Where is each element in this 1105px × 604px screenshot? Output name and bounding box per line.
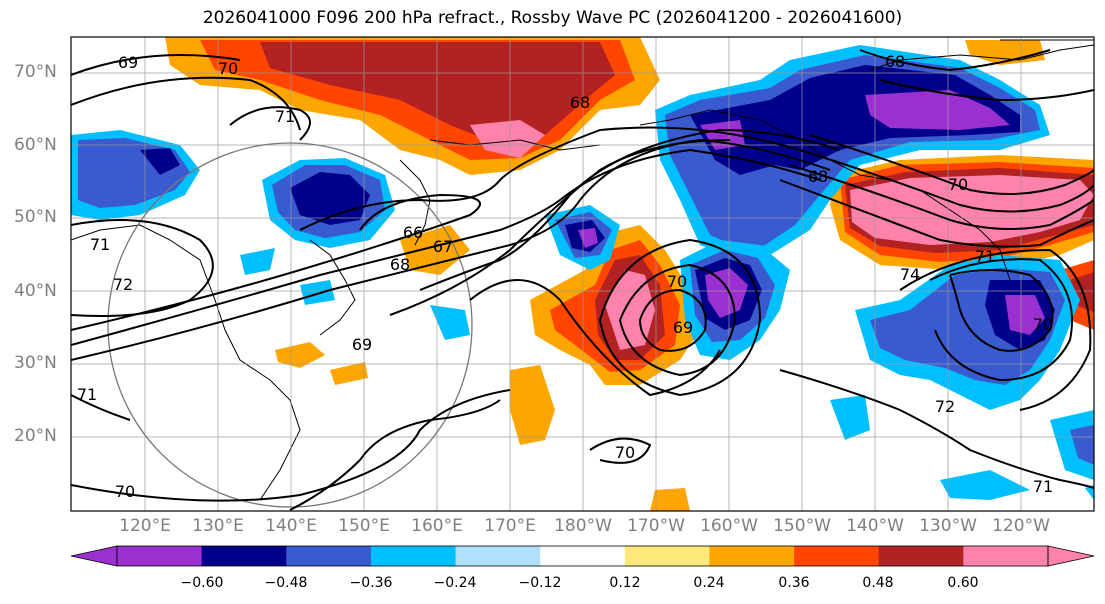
contour-label: 69 <box>673 318 693 337</box>
contour-label: 69 <box>118 53 138 72</box>
lon-label: 180°W <box>554 516 612 536</box>
contour-label: 72 <box>113 275 133 294</box>
lat-label: 50°N <box>14 207 57 227</box>
refractivity-contours <box>71 49 1094 511</box>
contour-label: 70 <box>667 272 687 291</box>
lon-label: 130°W <box>919 516 977 536</box>
contour-label: 71 <box>275 107 295 126</box>
lon-label: 160°W <box>700 516 758 536</box>
colorbar-tick-label: 0.36 <box>778 575 810 591</box>
contour-labels: 69 70 71 68 68 66 67 68 71 72 69 70 69 7… <box>77 52 1053 501</box>
contour-label: 68 <box>885 52 905 71</box>
colorbar-segment <box>540 546 626 566</box>
colorbar-tick-label: 0.12 <box>609 575 641 591</box>
lon-label: 140°E <box>265 516 317 536</box>
colorbar-segment <box>201 546 287 566</box>
colorbar-tick-label: −0.36 <box>349 575 393 591</box>
contour-label: 68 <box>570 93 590 112</box>
lon-label: 130°E <box>192 516 244 536</box>
positive-anomaly-fills <box>165 37 1094 511</box>
colorbar-segment <box>286 546 372 566</box>
range-circle <box>107 142 473 508</box>
contour-label: 70 <box>615 443 635 462</box>
lon-label: 120°W <box>992 516 1050 536</box>
colorbar-tick-label: 0.60 <box>947 575 979 591</box>
contour-label: 72 <box>935 397 955 416</box>
lon-label: 170°E <box>484 516 536 536</box>
colorbar-segment <box>878 546 964 566</box>
map-panel: 69 70 71 68 68 66 67 68 71 72 69 70 69 7… <box>71 37 1094 511</box>
map-frame <box>70 36 1095 512</box>
contour-label: 70 <box>115 482 135 501</box>
colorbar-tick-label: 0.48 <box>862 575 894 591</box>
lon-label: 160°E <box>411 516 463 536</box>
lat-label: 70°N <box>14 62 57 82</box>
contour-label: 71 <box>1033 477 1053 496</box>
contour-label: 68 <box>808 167 828 186</box>
lon-label: 120°E <box>119 516 171 536</box>
contour-label: 68 <box>390 255 410 274</box>
contour-label: 70 <box>948 175 968 194</box>
colorbar-segment <box>709 546 795 566</box>
gridlines <box>71 37 1094 511</box>
contour-label: 71 <box>77 385 97 404</box>
lon-label: 150°E <box>338 516 390 536</box>
colorbar-tick-label: −0.48 <box>264 575 308 591</box>
colorbar-segment <box>117 546 203 566</box>
contour-label: 67 <box>433 237 453 256</box>
contour-label: 70 <box>1033 315 1053 334</box>
lon-label: 140°W <box>846 516 904 536</box>
contour-label: 71 <box>90 235 110 254</box>
colorbar-frame <box>116 545 1049 567</box>
colorbar-segment <box>370 546 457 566</box>
colorbar-tick-label: −0.60 <box>180 575 224 591</box>
colorbar-segment <box>455 546 541 566</box>
lon-label: 150°W <box>773 516 831 536</box>
lat-label: 40°N <box>14 281 57 301</box>
contour-label: 74 <box>900 265 920 284</box>
contour-label: 66 <box>403 223 423 242</box>
colorbar-tick-label: −0.12 <box>518 575 562 591</box>
colorbar-extend-max <box>1047 545 1095 567</box>
figure-title: 2026041000 F096 200 hPa refract., Rossby… <box>202 8 903 28</box>
lat-label: 30°N <box>14 353 57 373</box>
contour-label: 71 <box>975 247 995 266</box>
colorbar-extend-min <box>70 545 118 567</box>
colorbar-tick-label: −0.24 <box>433 575 477 591</box>
colorbar-tick-label: 0.24 <box>693 575 725 591</box>
colorbar-segment <box>794 546 880 566</box>
lat-label: 20°N <box>14 426 57 446</box>
lat-label: 60°N <box>14 135 57 155</box>
lon-label: 170°W <box>627 516 685 536</box>
colorbar <box>70 545 1095 567</box>
colorbar-segment <box>624 546 710 566</box>
contour-label: 69 <box>352 335 372 354</box>
colorbar-segment <box>963 546 1049 566</box>
contour-label: 70 <box>218 59 238 78</box>
